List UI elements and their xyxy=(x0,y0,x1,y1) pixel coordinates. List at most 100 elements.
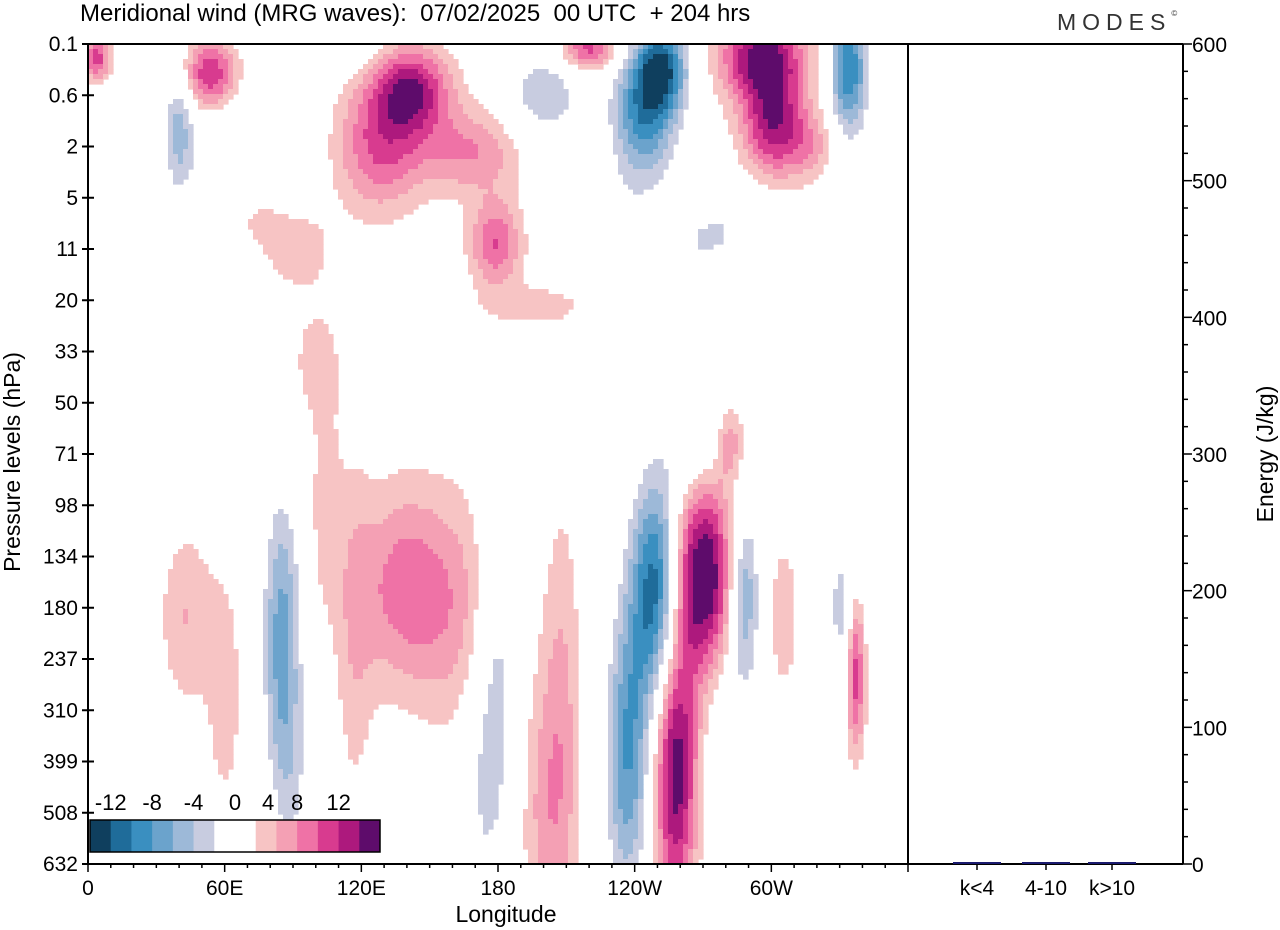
heatmap-cell xyxy=(688,629,709,635)
heatmap-cell xyxy=(488,259,504,265)
heatmap-cell xyxy=(228,89,239,95)
heatmap-cell xyxy=(543,609,579,615)
heatmap-cell xyxy=(773,609,794,615)
heatmap-cell xyxy=(653,814,659,820)
heatmap-cell xyxy=(718,554,724,560)
heatmap-cell xyxy=(863,644,869,650)
heatmap-cell xyxy=(693,489,724,495)
heatmap-cell xyxy=(658,579,664,585)
heatmap-cell xyxy=(673,764,684,770)
heatmap-cell xyxy=(643,504,664,510)
heatmap-cell xyxy=(863,699,869,705)
heatmap-cell xyxy=(293,749,304,755)
heatmap-cell xyxy=(863,99,869,105)
heatmap-cell xyxy=(573,714,579,720)
heatmap-cell xyxy=(273,619,289,625)
heatmap-cell xyxy=(693,814,699,820)
heatmap-cell xyxy=(723,464,734,470)
heatmap-cell xyxy=(738,649,754,655)
heatmap-cell xyxy=(633,749,639,755)
heatmap-cell xyxy=(678,594,684,600)
heatmap-cell xyxy=(638,589,644,595)
heatmap-cell xyxy=(853,659,859,665)
heatmap-cell xyxy=(663,534,669,540)
heatmap-cell xyxy=(678,599,684,605)
heatmap-cell xyxy=(518,229,524,235)
heatmap-cell xyxy=(693,794,699,800)
heatmap-cell xyxy=(268,254,324,260)
heatmap-cell xyxy=(663,724,669,730)
heatmap-cell xyxy=(533,109,564,115)
heatmap-cell xyxy=(853,639,859,645)
heatmap-cell xyxy=(248,224,319,230)
heatmap-cell xyxy=(458,534,474,540)
heatmap-cell xyxy=(748,139,759,145)
heatmap-cell xyxy=(688,809,694,815)
heatmap-cell xyxy=(783,114,794,120)
heatmap-cell xyxy=(613,799,619,805)
heatmap-cell xyxy=(718,589,724,595)
heatmap-cell xyxy=(528,789,539,795)
heatmap-cell xyxy=(343,699,459,705)
heatmap-cell xyxy=(368,139,389,145)
heatmap-cell xyxy=(438,104,449,110)
x-tick-label: 60E xyxy=(206,877,243,900)
heatmap-cell xyxy=(638,49,644,55)
heatmap-cell xyxy=(398,469,429,475)
heatmap-cell xyxy=(738,644,754,650)
heatmap-cell xyxy=(708,644,719,650)
heatmap-cell xyxy=(228,69,234,75)
heatmap-cell xyxy=(698,769,704,775)
heatmap-cell xyxy=(713,624,719,630)
heatmap-cell xyxy=(843,89,854,95)
heatmap-cell xyxy=(778,44,784,50)
heatmap-cell xyxy=(613,679,624,685)
heatmap-cell xyxy=(268,684,279,690)
heatmap-cell xyxy=(793,129,804,135)
heatmap-cell xyxy=(658,584,664,590)
heatmap-cell xyxy=(103,59,109,65)
heatmap-cell xyxy=(618,614,624,620)
heatmap-cell xyxy=(668,89,674,95)
heatmap-cell xyxy=(383,594,454,600)
heatmap-cell xyxy=(853,699,864,705)
heatmap-cell xyxy=(628,699,639,705)
energy-tick-label: 500 xyxy=(1192,171,1227,194)
heatmap-cell xyxy=(638,779,644,785)
heatmap-cell xyxy=(333,109,349,115)
heatmap-cell xyxy=(628,539,634,545)
heatmap-cell xyxy=(528,794,534,800)
heatmap-cell xyxy=(773,649,794,655)
heatmap-cell xyxy=(748,74,784,80)
heatmap-cell xyxy=(743,614,754,620)
heatmap-cell xyxy=(618,839,634,845)
heatmap-cell xyxy=(653,664,659,670)
heatmap-cell xyxy=(698,724,704,730)
heatmap-cell xyxy=(368,99,379,105)
heatmap-cell xyxy=(423,159,504,165)
heatmap-cell xyxy=(753,174,774,180)
heatmap-cell xyxy=(623,749,634,755)
heatmap-cell xyxy=(268,634,274,640)
heatmap-cell xyxy=(363,89,374,95)
heatmap-cell xyxy=(718,634,724,640)
heatmap-cell xyxy=(268,729,274,735)
heatmap-cell xyxy=(628,184,654,190)
heatmap-cell xyxy=(683,69,689,75)
heatmap-cell xyxy=(668,754,674,760)
heatmap-cell xyxy=(333,164,344,170)
heatmap-cell xyxy=(563,639,579,645)
heatmap-cell xyxy=(718,74,729,80)
heatmap-cell xyxy=(343,84,359,90)
heatmap-cell xyxy=(478,799,499,805)
heatmap-cell xyxy=(843,44,854,50)
heatmap-cell xyxy=(348,169,364,175)
heatmap-cell xyxy=(388,659,459,665)
colorbar-swatch xyxy=(255,820,277,852)
heatmap-cell xyxy=(713,659,719,665)
heatmap-cell xyxy=(268,734,274,740)
heatmap-cell xyxy=(623,754,634,760)
heatmap-cell xyxy=(688,569,694,575)
heatmap-cell xyxy=(723,439,739,445)
heatmap-cell xyxy=(698,749,704,755)
